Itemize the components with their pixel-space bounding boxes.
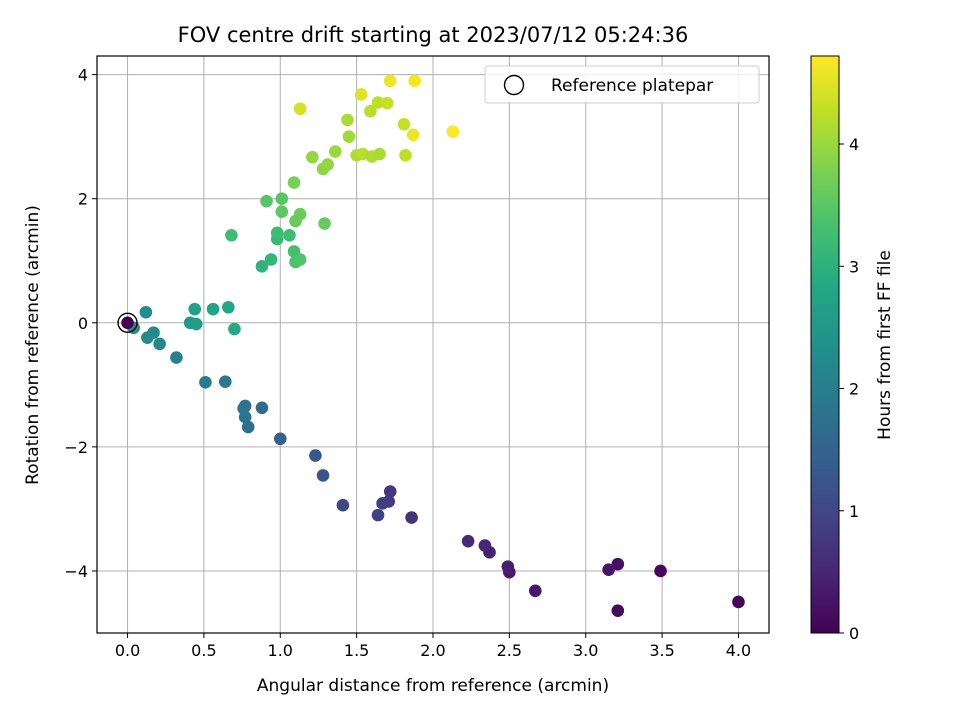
x-tick-label: 3.5 xyxy=(649,641,674,660)
y-axis-label: Rotation from reference (arcmin) xyxy=(23,205,43,485)
data-point xyxy=(406,128,420,142)
data-point xyxy=(275,205,289,219)
data-point xyxy=(318,217,331,230)
y-tick-label: −2 xyxy=(64,438,88,457)
data-point xyxy=(336,498,350,512)
colorbar-ticks: 0 1 2 3 4 xyxy=(839,135,859,643)
data-point xyxy=(602,563,615,577)
data-points xyxy=(121,74,745,617)
colorbar-tick-label: 2 xyxy=(849,380,859,399)
y-tick-label: 4 xyxy=(78,66,88,85)
data-point xyxy=(371,508,385,522)
colorbar-gradient xyxy=(810,55,840,634)
chart-title: FOV centre drift starting at 2023/07/12 … xyxy=(178,23,689,47)
colorbar-tick-label: 4 xyxy=(849,135,859,154)
data-point xyxy=(399,148,412,162)
data-point xyxy=(293,207,307,221)
data-point xyxy=(371,96,385,109)
x-tick-label: 0.0 xyxy=(115,641,140,660)
data-point xyxy=(218,375,232,389)
data-point xyxy=(293,102,307,116)
data-point xyxy=(225,229,238,242)
data-point xyxy=(446,125,460,138)
data-point xyxy=(342,130,356,143)
y-tick-label: −4 xyxy=(64,562,88,581)
legend-box xyxy=(484,65,760,104)
data-point xyxy=(228,322,241,336)
data-point xyxy=(270,226,284,240)
data-point xyxy=(255,260,269,273)
x-tick-label: 0.5 xyxy=(191,641,216,660)
data-point xyxy=(373,147,386,161)
data-point xyxy=(121,316,134,330)
colorbar-label: Hours from first FF file xyxy=(875,250,895,440)
data-point xyxy=(222,300,235,314)
data-point xyxy=(354,88,368,101)
x-tick-label: 2.5 xyxy=(497,641,522,660)
data-point xyxy=(364,104,377,118)
x-axis-ticks: 0.0 0.5 1.0 1.5 2.0 2.5 3.0 3.5 4.0 xyxy=(115,633,751,660)
data-point xyxy=(306,150,319,164)
data-point xyxy=(275,192,289,205)
data-point xyxy=(309,449,322,462)
y-axis-ticks: −4 −2 0 2 4 xyxy=(64,66,97,581)
legend-reference-marker xyxy=(503,74,525,96)
data-point xyxy=(383,74,397,88)
data-point xyxy=(260,194,273,208)
colorbar: 0 1 2 3 4 Hours from first FF file xyxy=(810,55,895,643)
data-point xyxy=(611,604,625,617)
reference-marker-layer xyxy=(117,312,138,333)
data-point xyxy=(611,557,625,571)
colorbar-tick-label: 0 xyxy=(849,624,859,643)
data-point xyxy=(255,401,269,415)
data-point xyxy=(237,402,250,415)
y-tick-label: 0 xyxy=(78,314,88,333)
data-point xyxy=(328,145,342,158)
data-point xyxy=(189,317,203,331)
data-point xyxy=(139,305,153,319)
data-point xyxy=(293,253,307,266)
data-point xyxy=(380,96,394,110)
colorbar-tick-label: 1 xyxy=(849,502,859,521)
data-point xyxy=(321,158,334,171)
x-tick-label: 1.5 xyxy=(344,641,369,660)
legend-label-reference-platepar: Reference platepar xyxy=(551,76,713,96)
data-point xyxy=(287,176,301,189)
x-axis-label: Angular distance from reference (arcmin) xyxy=(257,676,609,696)
data-point xyxy=(153,337,166,351)
data-point xyxy=(170,351,183,364)
data-point xyxy=(264,253,278,266)
x-tick-label: 1.0 xyxy=(268,641,293,660)
reference-platepar-marker xyxy=(117,312,138,333)
data-point xyxy=(273,432,287,446)
data-point xyxy=(461,534,475,548)
grid xyxy=(97,56,769,633)
data-point xyxy=(501,560,515,573)
data-point xyxy=(478,539,492,552)
x-tick-label: 3.0 xyxy=(573,641,598,660)
data-point xyxy=(397,117,411,131)
data-point xyxy=(283,229,296,242)
data-point xyxy=(206,302,220,316)
data-point xyxy=(654,564,667,578)
data-point xyxy=(732,595,745,609)
data-point xyxy=(529,584,542,598)
data-point xyxy=(241,420,255,434)
x-tick-label: 4.0 xyxy=(726,641,751,660)
data-point xyxy=(405,511,418,524)
data-point xyxy=(188,302,202,316)
y-tick-label: 2 xyxy=(78,190,88,209)
data-point xyxy=(383,485,397,498)
data-point xyxy=(341,113,354,127)
x-tick-label: 2.0 xyxy=(420,641,445,660)
data-point xyxy=(316,469,330,482)
colorbar-tick-label: 3 xyxy=(849,257,859,276)
data-point xyxy=(141,331,154,344)
data-point xyxy=(376,497,389,510)
data-point xyxy=(199,376,212,389)
legend: Reference platepar xyxy=(484,65,760,104)
data-point xyxy=(408,74,421,88)
